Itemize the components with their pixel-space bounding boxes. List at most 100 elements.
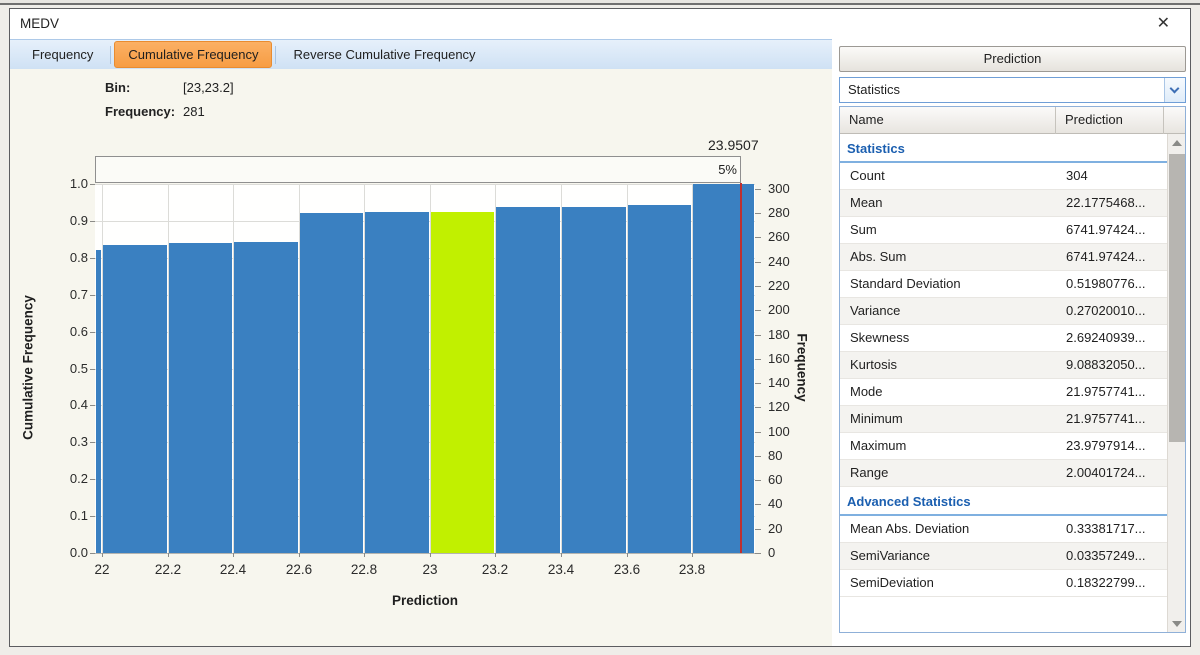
y-axis-tick-label: 0.1 <box>69 508 88 523</box>
histogram-bar[interactable] <box>496 207 560 553</box>
y-axis-tick <box>755 383 761 384</box>
x-axis-tick <box>430 553 431 557</box>
gridline-vertical <box>364 184 365 553</box>
gridline-horizontal <box>95 184 755 185</box>
table-row[interactable]: Range 2.00401724... <box>840 460 1167 487</box>
table-row[interactable]: Variance 0.27020010... <box>840 298 1167 325</box>
table-row[interactable]: Maximum 23.9797914... <box>840 433 1167 460</box>
stat-name-cell: Count <box>850 168 885 183</box>
histogram-bar[interactable] <box>628 205 691 553</box>
close-icon[interactable]: ✕ <box>1156 15 1170 32</box>
stat-name-cell: Variance <box>850 303 901 318</box>
y-axis-tick <box>755 553 761 554</box>
chevron-down-icon[interactable] <box>1164 78 1185 102</box>
x-axis-tick <box>364 553 365 557</box>
marker-percent-label: 5% <box>718 162 737 177</box>
histogram-bar[interactable] <box>365 212 429 553</box>
stat-name-cell: Mode <box>850 384 883 399</box>
histogram-bar[interactable] <box>96 250 101 553</box>
histogram-bar[interactable] <box>234 242 298 553</box>
stat-name-cell: Sum <box>850 222 877 237</box>
y-axis-tick-label: 220 <box>768 278 790 293</box>
y-axis-tick-label: 0 <box>768 545 776 560</box>
gridline-vertical <box>102 184 103 553</box>
gridline-vertical <box>233 184 234 553</box>
column-header-prediction[interactable]: Prediction <box>1056 107 1164 134</box>
scroll-down-button[interactable] <box>1168 615 1185 632</box>
table-body: Statistics Count 304 Mean 22.1775468... Sum 67… <box>840 134 1167 632</box>
stat-name-cell: Abs. Sum <box>850 249 907 264</box>
y-axis-tick-label: 0.3 <box>69 434 88 449</box>
table-row[interactable]: Skewness 2.69240939... <box>840 325 1167 352</box>
table-row[interactable]: Sum 6741.97424... <box>840 217 1167 244</box>
y-axis-tick <box>90 369 95 370</box>
x-axis-line <box>95 553 755 554</box>
table-row[interactable]: Count 304 <box>840 163 1167 190</box>
window-title: MEDV <box>20 16 60 31</box>
table-row[interactable]: Mean Abs. Deviation 0.33381717... <box>840 516 1167 543</box>
table-row[interactable]: SemiVariance 0.03357249... <box>840 543 1167 570</box>
stat-name-cell: Maximum <box>850 438 907 453</box>
x-axis-tick-label: 22 <box>94 562 110 577</box>
x-axis-tick-label: 22.4 <box>219 562 247 577</box>
stat-value-cell: 0.51980776... <box>1066 276 1146 291</box>
y-axis-tick-label: 40 <box>768 496 783 511</box>
y-axis-tick <box>90 516 95 517</box>
x-axis-tick-label: 22.2 <box>154 562 182 577</box>
table-row[interactable]: SemiDeviation 0.18322799... <box>840 570 1167 597</box>
tab-cumulative-frequency[interactable]: Cumulative Frequency <box>114 41 273 68</box>
x-axis-tick <box>168 553 169 557</box>
frequency-value: 281 <box>183 104 205 119</box>
table-row[interactable]: Minimum 21.9757741... <box>840 406 1167 433</box>
y-axis-tick-label: 0.0 <box>69 545 88 560</box>
histogram-bar[interactable] <box>169 243 232 553</box>
y-axis-tick-label: 0.4 <box>69 397 88 412</box>
histogram-bar[interactable] <box>103 245 167 553</box>
y-axis-tick <box>90 405 95 406</box>
y-axis-tick <box>755 480 761 481</box>
table-header-row: Name Prediction <box>840 107 1185 134</box>
column-header-name[interactable]: Name <box>840 107 1056 134</box>
y-axis-tick-label: 200 <box>768 302 790 317</box>
tab-frequency[interactable]: Frequency <box>32 47 94 62</box>
y-axis-tick-label: 20 <box>768 521 783 536</box>
percentile-marker-line[interactable] <box>740 183 742 553</box>
stat-name-cell: SemiDeviation <box>850 575 934 590</box>
histogram-bar[interactable] <box>300 213 363 553</box>
histogram-bar[interactable] <box>693 184 754 553</box>
percentile-slider-box[interactable] <box>95 156 741 183</box>
prediction-column-button[interactable]: Prediction <box>839 46 1186 72</box>
stat-value-cell: 0.33381717... <box>1066 521 1146 536</box>
x-axis-tick-label: 23.2 <box>481 562 509 577</box>
y-axis-tick <box>90 258 95 259</box>
gridline-vertical <box>430 184 431 553</box>
y-axis-tick-label: 260 <box>768 229 790 244</box>
stat-name-cell: Skewness <box>850 330 910 345</box>
table-row[interactable]: Mode 21.9757741... <box>840 379 1167 406</box>
gridline-vertical <box>627 184 628 553</box>
tab-reverse-cumulative-frequency[interactable]: Reverse Cumulative Frequency <box>293 47 476 62</box>
histogram-bar[interactable] <box>562 207 626 553</box>
y-axis-tick-label: 0.6 <box>69 324 88 339</box>
table-row[interactable]: Abs. Sum 6741.97424... <box>840 244 1167 271</box>
bin-label: Bin: <box>105 80 131 95</box>
stat-value-cell: 21.9757741... <box>1066 411 1146 426</box>
x-axis-tick-label: 23.4 <box>547 562 575 577</box>
y-axis-tick <box>755 407 761 408</box>
y-axis-tick-label: 140 <box>768 375 790 390</box>
tab-separator <box>110 45 112 64</box>
scroll-up-button[interactable] <box>1168 134 1185 151</box>
table-row[interactable]: Kurtosis 9.08832050... <box>840 352 1167 379</box>
stat-name-cell: Range <box>850 465 889 480</box>
statistics-dropdown[interactable]: Statistics <box>839 77 1186 103</box>
table-row[interactable]: Mean 22.1775468... <box>840 190 1167 217</box>
stat-value-cell: 9.08832050... <box>1066 357 1146 372</box>
table-row[interactable]: Standard Deviation 0.51980776... <box>840 271 1167 298</box>
histogram-bar[interactable] <box>431 212 494 553</box>
scrollbar-thumb[interactable] <box>1169 154 1185 442</box>
gridline-vertical <box>495 184 496 553</box>
tab-separator <box>275 45 277 64</box>
y-axis-tick <box>755 262 761 263</box>
x-axis-tick-label: 23.8 <box>678 562 706 577</box>
table-scrollbar[interactable] <box>1167 134 1185 632</box>
